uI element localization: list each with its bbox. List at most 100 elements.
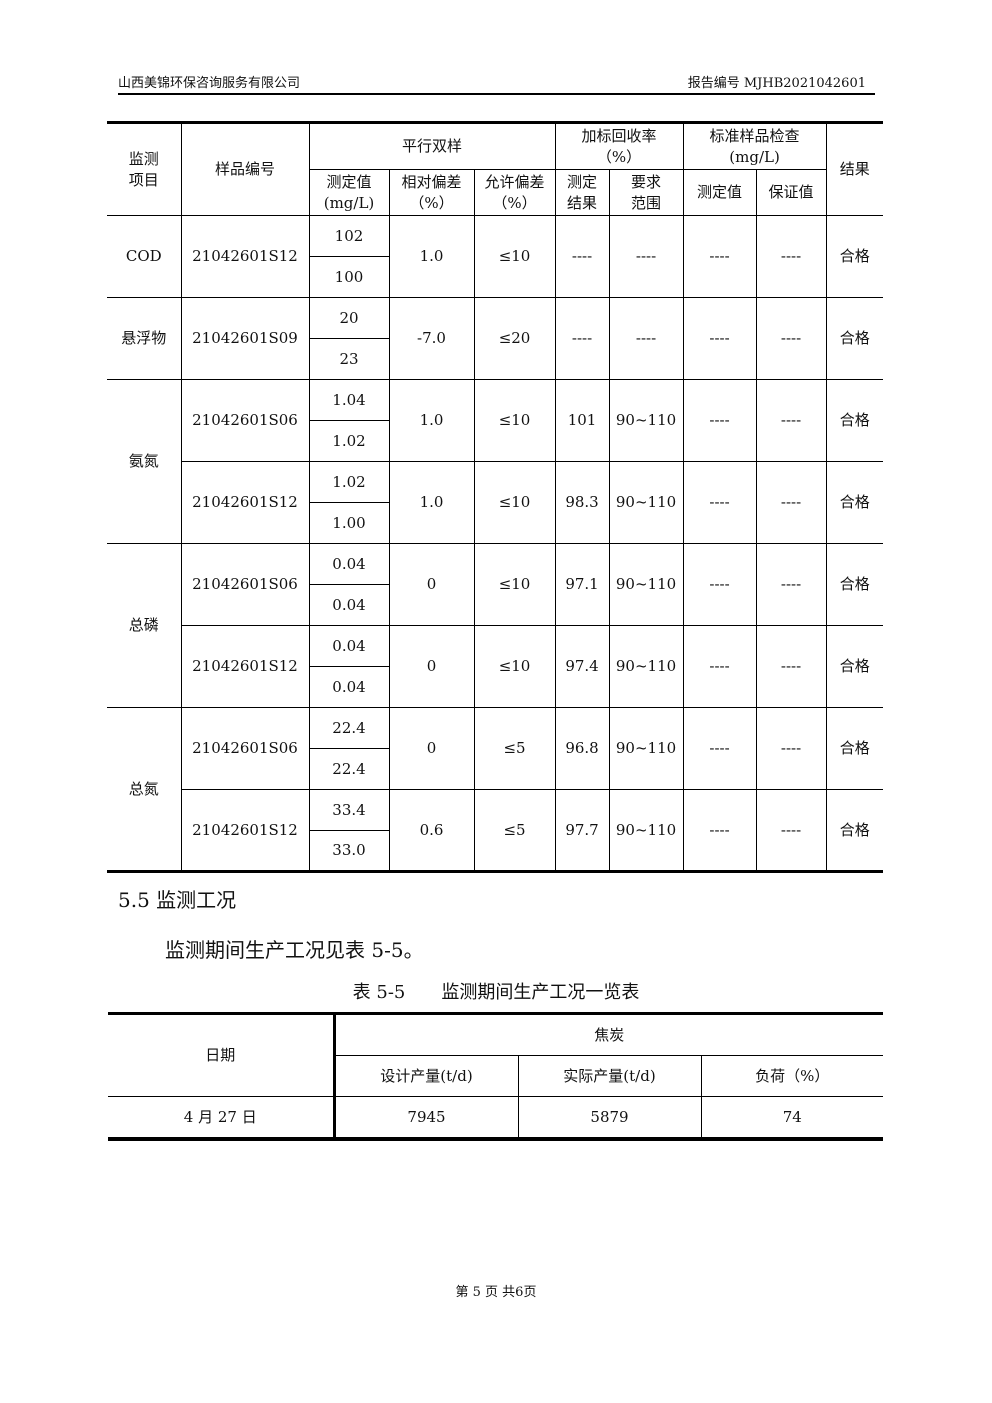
page-footer: 第 5 页 共6页 — [455, 1285, 537, 1300]
table-row: 33.0 — [107, 830, 883, 872]
header-design: 设计产量(t/d) — [334, 1055, 519, 1097]
header-recovery: 加标回收率（%） — [554, 122, 684, 170]
report-number: 报告编号 MJHB2021042601 — [687, 76, 866, 91]
table-row: 21042601S12 0.04 0 ≤10 97.4 90~110 ---- ---- 合格 — [107, 625, 884, 708]
std-guarantee-cell: ---- — [755, 543, 827, 626]
allow-dev-cell: ≤10 — [473, 543, 556, 626]
sample-id-cell: 21042601S06 — [180, 707, 310, 790]
sample-id-cell: 21042601S06 — [180, 379, 310, 462]
header-rel-dev: 相对偏差（%） — [388, 169, 475, 216]
measured-value-cell: 100 — [309, 256, 390, 298]
rel-dev-cell: 0.6 — [388, 789, 475, 872]
item-cell: 总磷 — [107, 543, 182, 708]
std-measured-cell: ---- — [682, 215, 757, 298]
allow-dev-cell: ≤10 — [473, 215, 556, 298]
sample-id-cell: 21042601S06 — [180, 543, 310, 626]
measured-value-cell: 1.02 — [308, 461, 390, 503]
sample-id-cell: 21042601S12 — [181, 625, 310, 708]
measured-value-cell: 1.02 — [309, 420, 390, 462]
range-cell: ---- — [608, 215, 684, 298]
allow-dev-cell: ≤10 — [473, 625, 556, 708]
design-cell: 7945 — [334, 1096, 519, 1140]
recovery-cell: 96.8 — [554, 707, 610, 790]
header-std-guarantee: 保证值 — [755, 169, 827, 216]
header-standard: 标准样品检查(mg/L) — [682, 122, 827, 170]
result-cell: 合格 — [825, 379, 884, 462]
recovery-cell: 101 — [554, 379, 610, 462]
range-cell: 90~110 — [608, 379, 684, 462]
header-load: 负荷（%） — [701, 1055, 884, 1097]
result-cell: 合格 — [825, 297, 884, 380]
header-measured: 测定值(mg/L) — [309, 169, 390, 216]
actual-cell: 5879 — [518, 1096, 702, 1140]
table-caption: 表 5-5 监测期间生产工况一览表 — [352, 982, 640, 1003]
table-row: 21042601S12 33.4 0.6 ≤5 97.7 90~110 ---- ---- 合格 — [107, 789, 884, 872]
std-measured-cell: ---- — [682, 707, 757, 790]
recovery-cell: 98.3 — [554, 461, 610, 544]
table-row: 氨氮 21042601S06 1.04 1.0 ≤10 101 90~110 ---- ----… — [107, 379, 884, 544]
header-rec-result: 测定结果 — [554, 169, 610, 216]
rel-dev-cell: 1.0 — [388, 215, 475, 298]
measured-value-cell: 23 — [309, 338, 390, 380]
header-actual: 实际产量(t/d) — [518, 1055, 702, 1097]
result-cell: 合格 — [825, 543, 884, 626]
table-row: 22.4 — [107, 748, 883, 790]
measured-value-cell: 0.04 — [308, 543, 390, 585]
std-measured-cell: ---- — [682, 297, 757, 380]
table-row: 4 月 27 日 7945 5879 74 — [108, 1096, 884, 1140]
std-measured-cell: ---- — [682, 461, 757, 544]
table-row: 0.04 — [107, 666, 883, 708]
header-parallel: 平行双样 — [308, 122, 556, 170]
result-cell: 合格 — [825, 625, 884, 708]
recovery-cell: 97.1 — [554, 543, 610, 626]
rel-dev-cell: 1.0 — [388, 461, 475, 544]
table-row: 1.00 — [107, 502, 883, 544]
rel-dev-cell: 0 — [388, 625, 475, 708]
header-item: 监测项目 — [107, 122, 182, 216]
range-cell: 90~110 — [608, 461, 684, 544]
std-guarantee-cell: ---- — [755, 461, 827, 544]
std-guarantee-cell: ---- — [755, 707, 827, 790]
rel-dev-cell: 0 — [388, 543, 475, 626]
measured-value-cell: 1.00 — [309, 502, 390, 544]
result-cell: 合格 — [825, 707, 884, 790]
recovery-cell: 97.7 — [554, 789, 610, 872]
sample-id-cell: 21042601S12 — [181, 461, 310, 544]
section-title: 5.5 监测工况 — [118, 888, 237, 912]
header-rec-range: 要求范围 — [608, 169, 684, 216]
allow-dev-cell: ≤5 — [473, 707, 556, 790]
allow-dev-cell: ≤10 — [473, 461, 556, 544]
allow-dev-cell: ≤5 — [473, 789, 556, 872]
header-allow-dev: 允许偏差（%） — [473, 169, 556, 216]
allow-dev-cell: ≤20 — [473, 297, 556, 380]
measured-value-cell: 33.4 — [308, 789, 390, 831]
header-coke: 焦炭 — [334, 1013, 884, 1056]
result-cell: 合格 — [825, 789, 884, 872]
std-measured-cell: ---- — [682, 379, 757, 462]
measured-value-cell: 102 — [308, 215, 390, 257]
qc-table: 监测项目 样品编号 平行双样 加标回收率（%） 标准样品检查(mg/L) 结果 … — [107, 121, 884, 873]
table-row: 1.02 — [107, 420, 883, 462]
sample-id-cell: 21042601S12 — [181, 789, 310, 872]
table-row: 100 — [107, 256, 883, 298]
range-cell: 90~110 — [608, 543, 684, 626]
header-date: 日期 — [108, 1013, 336, 1097]
measured-value-cell: 0.04 — [309, 584, 390, 626]
std-guarantee-cell: ---- — [755, 297, 827, 380]
section-paragraph: 监测期间生产工况见表 5-5。 — [165, 938, 424, 962]
result-cell: 合格 — [825, 461, 884, 544]
sample-id-cell: 21042601S09 — [180, 297, 310, 380]
table-row: 23 — [107, 338, 883, 380]
table-row: 总氮 21042601S06 22.4 0 ≤5 96.8 90~110 ---- ---- 合格 — [107, 707, 884, 872]
measured-value-cell: 1.04 — [308, 379, 390, 421]
table-row: 总磷 21042601S06 0.04 0 ≤10 97.1 90~110 ---- ---- 合… — [107, 543, 884, 708]
header-result: 结果 — [825, 122, 884, 216]
range-cell: 90~110 — [608, 789, 684, 872]
std-guarantee-cell: ---- — [755, 625, 827, 708]
std-measured-cell: ---- — [682, 543, 757, 626]
std-guarantee-cell: ---- — [755, 789, 827, 872]
range-cell: 90~110 — [608, 625, 684, 708]
item-cell: 氨氮 — [107, 379, 182, 544]
header-rule — [118, 93, 875, 95]
measured-value-cell: 0.04 — [309, 666, 390, 708]
